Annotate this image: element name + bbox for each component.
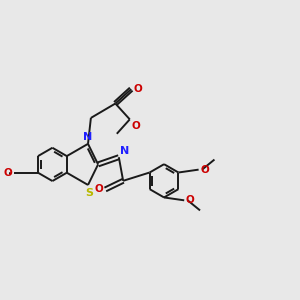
Text: O: O (186, 195, 195, 205)
Text: O: O (134, 84, 142, 94)
Text: N: N (120, 146, 130, 156)
Text: O: O (131, 121, 140, 131)
Text: O: O (3, 168, 12, 178)
Text: N: N (83, 131, 93, 142)
Text: O: O (94, 184, 103, 194)
Text: O: O (200, 165, 209, 175)
Text: S: S (85, 188, 93, 198)
